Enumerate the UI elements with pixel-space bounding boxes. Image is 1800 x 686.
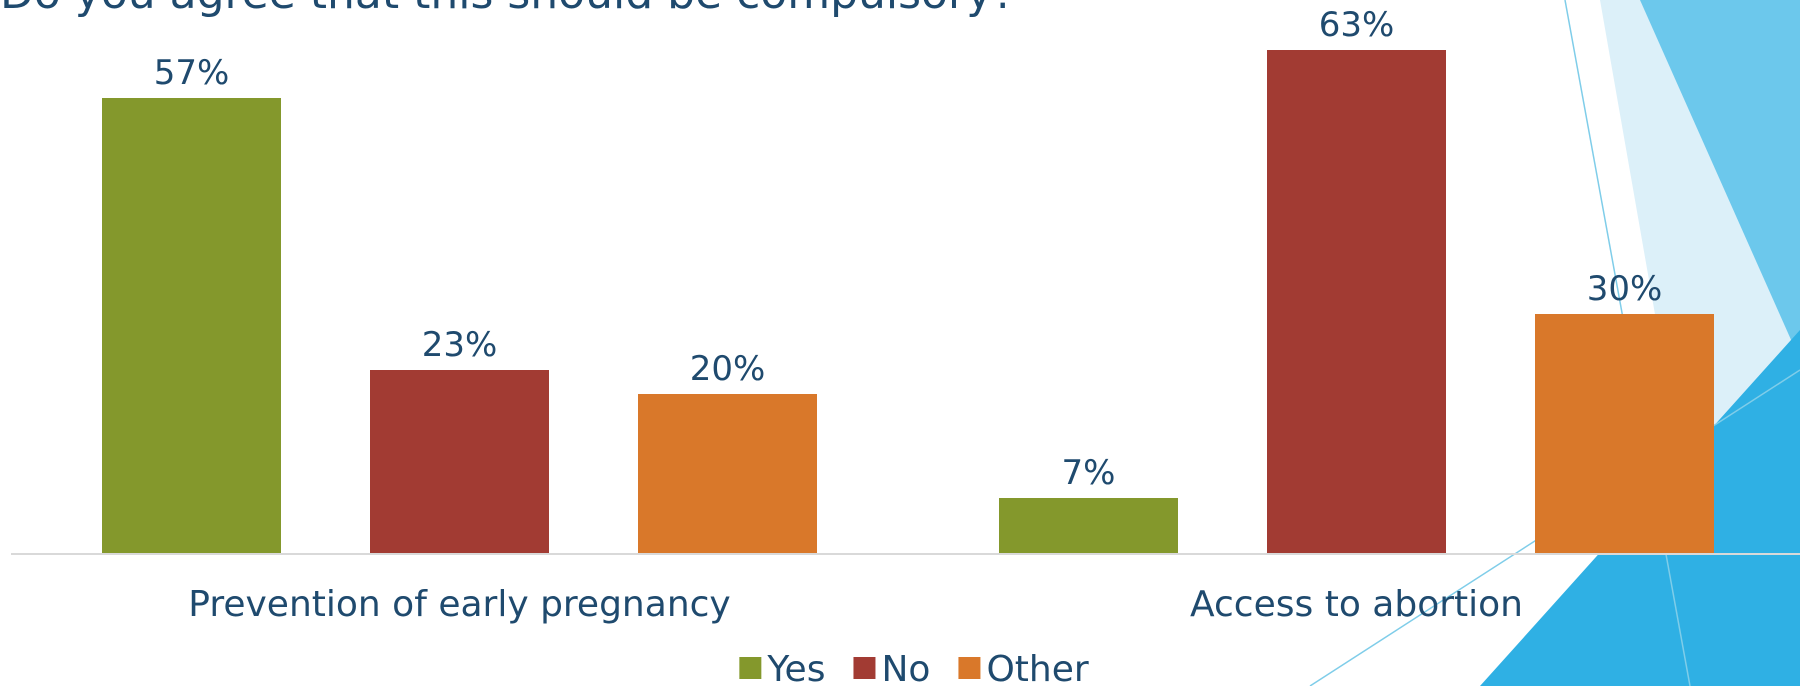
bar xyxy=(638,394,817,554)
data-label: 30% xyxy=(1587,269,1663,309)
data-label: 7% xyxy=(1062,453,1116,493)
bar xyxy=(1535,314,1714,554)
data-label: 57% xyxy=(154,53,230,93)
legend-label: No xyxy=(881,649,930,686)
legend-swatch xyxy=(958,657,981,679)
x-tick-label: Access to abortion xyxy=(1190,584,1523,625)
bar xyxy=(999,498,1178,554)
bar xyxy=(1267,50,1446,554)
legend-swatch xyxy=(853,657,876,679)
decor-shape xyxy=(1640,0,1800,360)
data-label: 63% xyxy=(1319,5,1395,45)
bar xyxy=(102,98,281,554)
chart-title: Do you agree that this should be compuls… xyxy=(0,0,1015,19)
x-tick-label: Prevention of early pregnancy xyxy=(188,584,730,625)
legend-label: Other xyxy=(986,649,1088,686)
bar xyxy=(370,370,549,554)
legend-label: Yes xyxy=(766,649,825,686)
data-label: 23% xyxy=(422,325,498,365)
legend-swatch xyxy=(739,657,762,679)
data-label: 20% xyxy=(690,349,766,389)
